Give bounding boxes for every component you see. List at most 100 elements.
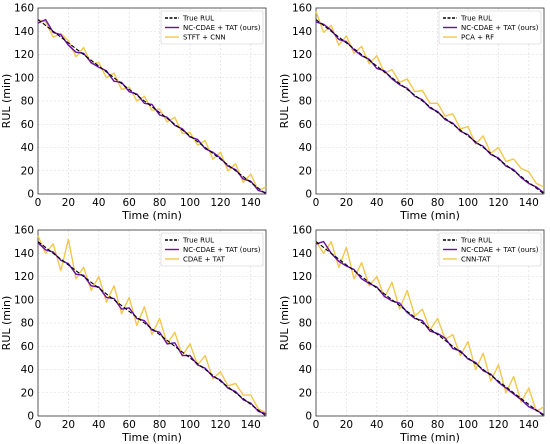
chart-panel: 0 20 40 60 80 100 120 140 0 20 40 60 80 100 120 140 160 T… [0, 3, 267, 222]
y-tick-label: 0 [27, 189, 34, 201]
x-tick-label: 100 [180, 419, 200, 431]
y-tick-label: 160 [14, 3, 34, 15]
x-tick-label: 20 [340, 419, 353, 431]
y-tick-label: 40 [21, 142, 34, 154]
legend-label: NC-CDAE + TAT (ours) [461, 24, 539, 32]
y-tick-label: 60 [299, 341, 312, 353]
x-tick-label: 0 [313, 197, 320, 209]
plot-frame [37, 229, 267, 417]
y-tick-label: 20 [21, 387, 34, 399]
x-tick-label: 80 [153, 419, 166, 431]
y-tick-label: 40 [299, 142, 312, 154]
x-tick-label: 40 [370, 197, 383, 209]
y-tick-label: 20 [299, 387, 312, 399]
legend-label: CNN-TAT [461, 256, 491, 264]
x-tick-label: 40 [92, 197, 105, 209]
series-line [315, 19, 545, 195]
y-axis-label: RUL (min) [0, 74, 13, 129]
y-tick-label: 0 [27, 411, 34, 423]
x-tick-label: 120 [210, 419, 230, 431]
y-tick-label: 40 [299, 364, 312, 376]
y-tick-label: 80 [21, 96, 34, 108]
y-tick-label: 0 [305, 411, 312, 423]
y-tick-label: 20 [299, 165, 312, 177]
legend-label: True RUL [460, 15, 492, 23]
x-tick-label: 100 [180, 197, 200, 209]
x-tick-label: 120 [488, 419, 508, 431]
legend-label: True RUL [182, 237, 214, 245]
legend-box [438, 232, 542, 267]
plot-frame [37, 7, 267, 195]
y-axis-label: RUL (min) [278, 296, 291, 351]
y-tick-label: 120 [14, 271, 34, 283]
y-axis-label: RUL (min) [278, 74, 291, 129]
x-tick-label: 60 [401, 197, 414, 209]
y-tick-label: 160 [292, 3, 312, 15]
y-tick-label: 120 [14, 49, 34, 61]
x-axis-label: Time (min) [121, 209, 182, 222]
y-tick-label: 140 [14, 248, 34, 260]
y-tick-label: 160 [292, 225, 312, 237]
legend-box [160, 10, 264, 45]
x-tick-label: 60 [123, 419, 136, 431]
x-tick-label: 80 [153, 197, 166, 209]
y-tick-label: 60 [299, 119, 312, 131]
y-tick-label: 0 [305, 189, 312, 201]
chart-panel: 0 20 40 60 80 100 120 140 0 20 40 60 80 100 120 140 160 T… [278, 3, 545, 222]
x-tick-label: 60 [123, 197, 136, 209]
x-tick-label: 40 [370, 419, 383, 431]
y-tick-label: 140 [292, 26, 312, 38]
y-tick-label: 40 [21, 364, 34, 376]
legend-label: PCA + RF [461, 34, 494, 42]
y-tick-label: 120 [292, 271, 312, 283]
y-tick-label: 140 [292, 248, 312, 260]
y-tick-label: 140 [14, 26, 34, 38]
series-line [37, 235, 267, 414]
plot-frame [315, 7, 545, 195]
chart-panel: 0 20 40 60 80 100 120 140 0 20 40 60 80 100 120 140 160 T… [278, 225, 545, 444]
x-tick-label: 100 [458, 197, 478, 209]
legend-label: NC-CDAE + TAT (ours) [183, 246, 261, 254]
x-tick-label: 80 [431, 197, 444, 209]
legend-label: STFT + CNN [183, 34, 226, 42]
x-axis-label: Time (min) [399, 209, 460, 222]
x-tick-label: 20 [62, 197, 75, 209]
x-tick-label: 120 [488, 197, 508, 209]
x-tick-label: 140 [519, 419, 539, 431]
series-line [37, 18, 267, 192]
y-tick-label: 20 [21, 165, 34, 177]
series-line [37, 18, 267, 194]
y-tick-label: 160 [14, 225, 34, 237]
y-tick-label: 120 [292, 49, 312, 61]
x-tick-label: 20 [62, 419, 75, 431]
y-tick-label: 80 [299, 96, 312, 108]
x-tick-label: 80 [431, 419, 444, 431]
x-tick-label: 140 [241, 419, 261, 431]
legend-label: True RUL [460, 237, 492, 245]
x-tick-label: 60 [401, 419, 414, 431]
series-line [315, 240, 545, 416]
y-tick-label: 100 [292, 294, 312, 306]
legend-box [160, 232, 264, 267]
y-axis-label: RUL (min) [0, 296, 13, 351]
plot-frame [315, 229, 545, 417]
legend-label: True RUL [182, 15, 214, 23]
x-tick-label: 0 [35, 419, 42, 431]
x-axis-label: Time (min) [121, 431, 182, 444]
y-tick-label: 60 [21, 119, 34, 131]
series-line [37, 241, 267, 417]
x-axis-label: Time (min) [399, 431, 460, 444]
series-line [315, 11, 545, 188]
series-line [37, 19, 267, 195]
x-tick-label: 0 [313, 419, 320, 431]
series-line [315, 21, 545, 194]
x-tick-label: 140 [519, 197, 539, 209]
legend-label: CDAE + TAT [183, 256, 226, 264]
x-tick-label: 40 [92, 419, 105, 431]
y-tick-label: 100 [14, 294, 34, 306]
series-line [37, 242, 267, 415]
